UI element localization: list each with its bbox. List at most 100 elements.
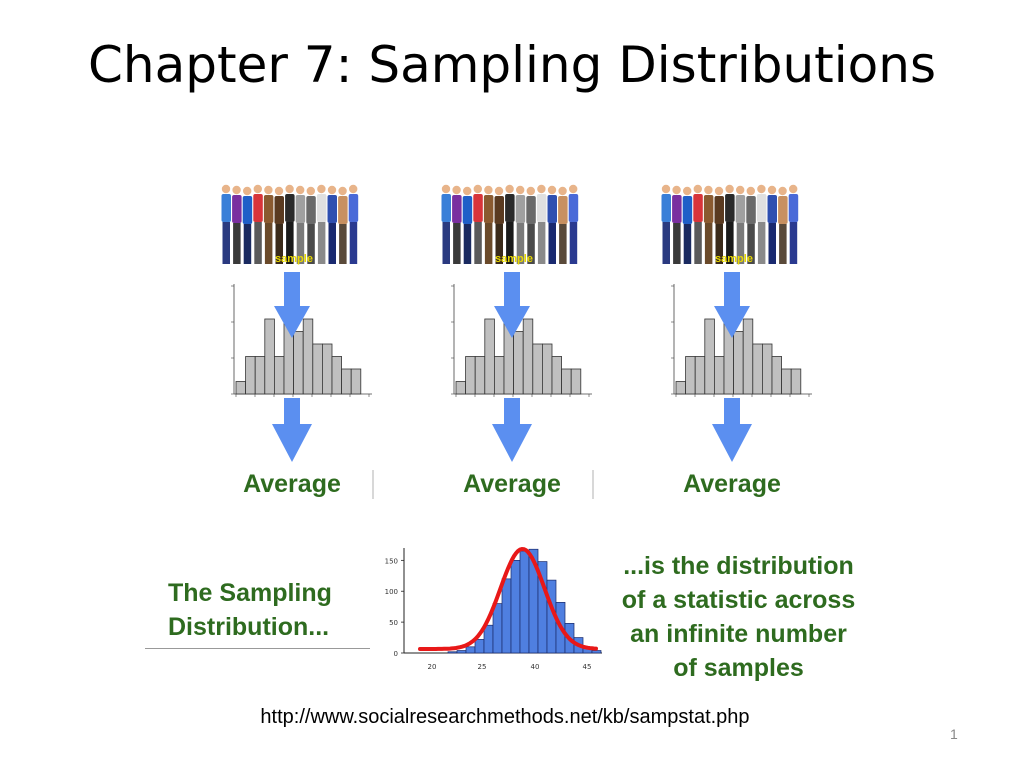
sample-histogram: [671, 284, 812, 397]
down-arrow-icon: [492, 398, 532, 462]
histogram-bar: [733, 331, 744, 395]
x-tick-label: 45: [583, 663, 592, 671]
sample-figure: sample: [221, 184, 372, 462]
distribution-bar: [456, 650, 467, 654]
person-icon: [536, 184, 547, 264]
histogram-bar: [274, 356, 285, 395]
histogram-bar: [790, 368, 802, 395]
x-tick-label: 40: [531, 663, 540, 671]
person-icon: [515, 185, 526, 264]
histogram-bar: [570, 368, 582, 395]
histogram-bar: [245, 356, 256, 395]
distribution-bar: [492, 603, 503, 654]
histogram-bar: [331, 356, 343, 395]
average-label: Average: [212, 470, 374, 499]
histogram-bar: [685, 356, 696, 395]
person-icon: [735, 185, 746, 264]
distribution-bar: [510, 560, 521, 654]
histogram-bar: [714, 356, 725, 395]
person-icon: [462, 186, 473, 264]
down-arrow-icon: [274, 272, 310, 338]
crowd-image: sample: [441, 184, 579, 265]
source-url[interactable]: http://www.socialresearchmethods.net/kb/…: [260, 706, 750, 728]
person-icon: [263, 185, 274, 264]
distribution-bar: [447, 651, 458, 654]
sample-figure: sample: [661, 184, 812, 462]
distribution-definition-text: ...is the distribution of a statistic ac…: [606, 549, 871, 685]
sample-histogram: [231, 284, 372, 397]
person-icon: [693, 184, 703, 264]
person-icon: [441, 184, 451, 264]
sample-column-3: sample Average: [652, 176, 812, 521]
person-icon: [348, 184, 359, 264]
text-line: of a statistic across: [621, 586, 856, 614]
x-tick-label: 25: [478, 663, 487, 671]
distribution-bar: [591, 650, 602, 654]
histogram-bar: [561, 368, 572, 395]
histogram-bar: [781, 368, 792, 395]
sample-histogram: [451, 284, 592, 397]
average-label: Average: [683, 470, 781, 498]
person-icon: [452, 185, 462, 264]
histogram-bar: [264, 318, 275, 395]
distribution-bar: [465, 646, 476, 654]
histogram-bar: [513, 331, 524, 395]
person-icon: [483, 185, 494, 264]
histogram-bar: [542, 343, 553, 395]
histogram-bar: [465, 356, 476, 395]
person-icon: [756, 184, 767, 264]
person-icon: [494, 186, 504, 264]
crowd-label: sample: [275, 253, 313, 265]
average-label: Average: [432, 470, 594, 499]
histogram-bar: [675, 381, 687, 395]
x-tick-label: 20: [428, 663, 437, 671]
down-arrow-icon: [494, 272, 530, 338]
histogram-bar: [522, 318, 534, 395]
histogram-bar: [694, 356, 706, 395]
person-icon: [778, 186, 788, 264]
person-icon: [526, 186, 536, 264]
histogram-bar: [455, 381, 467, 395]
distribution-bar: [483, 624, 494, 654]
slide-title: Chapter 7: Sampling Distributions: [87, 36, 937, 94]
down-arrow-icon: [272, 398, 312, 462]
histogram-bar: [484, 318, 495, 395]
histogram-bar: [494, 356, 505, 395]
histogram-bar: [532, 343, 543, 395]
y-tick-label: 150: [385, 557, 398, 565]
person-icon: [703, 185, 714, 264]
divider-line: [145, 648, 370, 649]
text-line: ...is the distribution: [623, 552, 854, 580]
down-arrow-icon: [714, 272, 750, 338]
y-tick-label: 100: [385, 588, 398, 596]
person-icon: [505, 184, 515, 264]
person-icon: [558, 186, 568, 264]
histogram-bar: [341, 368, 352, 395]
person-icon: [242, 186, 253, 264]
text-line: of samples: [673, 654, 804, 682]
person-icon: [253, 184, 263, 264]
person-icon: [232, 185, 242, 264]
crowd-label: sample: [715, 253, 753, 265]
histogram-bar: [752, 343, 763, 395]
histogram-bar: [293, 331, 304, 395]
person-icon: [306, 186, 316, 264]
person-icon: [547, 185, 557, 264]
histogram-bar: [762, 343, 773, 395]
histogram-bar: [474, 356, 486, 395]
person-icon: [746, 186, 756, 264]
text-line: an infinite number: [630, 620, 847, 648]
person-icon: [682, 186, 693, 264]
sample-figure: sample: [441, 184, 592, 462]
page-number: 1: [950, 726, 958, 742]
histogram-bar: [235, 381, 247, 395]
text-line: Distribution...: [168, 613, 330, 641]
person-icon: [568, 184, 579, 264]
normal-curve: [418, 546, 598, 651]
down-arrow-icon: [712, 398, 752, 462]
person-icon: [221, 184, 231, 264]
histogram-bar: [350, 368, 362, 395]
person-icon: [725, 184, 735, 264]
text-line: The Sampling: [168, 579, 332, 607]
histogram-bar: [704, 318, 715, 395]
